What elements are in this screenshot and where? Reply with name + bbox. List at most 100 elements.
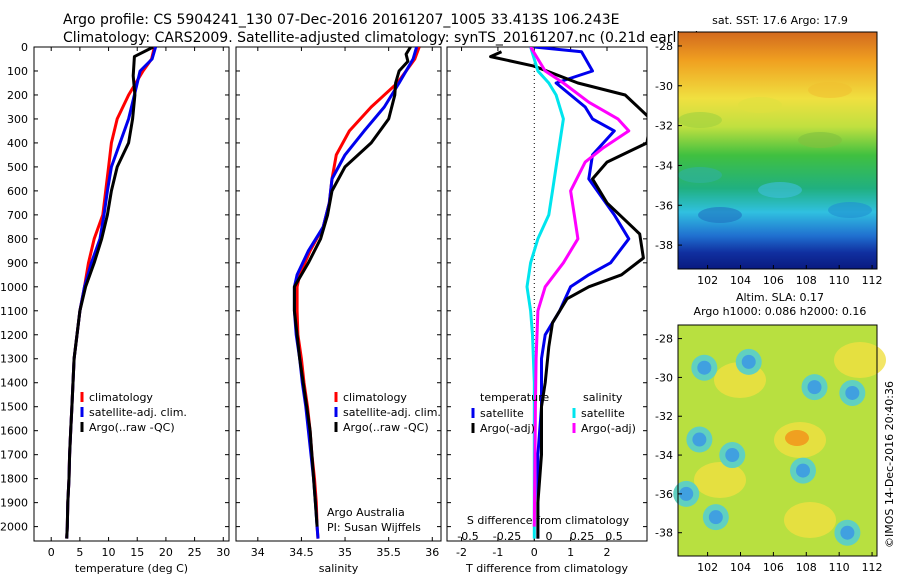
- legend-title-temperature: temperature: [480, 391, 549, 404]
- map-y-tick-label: -28: [655, 40, 673, 53]
- depth-tick-label: 100: [7, 65, 28, 78]
- profile-line: [529, 47, 631, 527]
- x-tick-label: 20: [159, 546, 173, 559]
- sla-high: [784, 502, 836, 538]
- sst-patch: [808, 82, 852, 98]
- map-x-tick-label: 106: [763, 561, 784, 574]
- depth-tick-label: 1900: [0, 497, 28, 510]
- salinity-note: PI: Susan Wijffels: [327, 521, 421, 534]
- x-tick-label: 35.5: [376, 546, 401, 559]
- x-tick-label: 34: [251, 546, 265, 559]
- depth-tick-label: 1000: [0, 281, 28, 294]
- series-group: [489, 47, 647, 541]
- map-x-tick-label: 104: [730, 561, 751, 574]
- x-axis-label: salinity: [319, 562, 359, 575]
- profile-line: [292, 47, 412, 527]
- map-y-tick-label: -38: [655, 527, 673, 540]
- x-tick-label: 34.5: [289, 546, 314, 559]
- x-tick-label: 5: [76, 546, 83, 559]
- salinity-note: Argo Australia: [327, 506, 405, 519]
- legend-label: satellite-adj. clim.: [343, 406, 441, 419]
- sst-map: [678, 32, 877, 269]
- profile-line: [295, 47, 421, 539]
- x-tick-label: 0: [48, 546, 55, 559]
- difference-panel: [446, 46, 648, 542]
- sla-high: [694, 462, 746, 498]
- legend-label: Argo(-adj): [581, 422, 636, 435]
- series-group: [65, 47, 158, 539]
- depth-tick-label: 1600: [0, 425, 28, 438]
- map-x-tick-label: 108: [796, 274, 817, 287]
- map-x-tick-label: 110: [829, 274, 850, 287]
- depth-tick-label: 500: [7, 161, 28, 174]
- depth-tick-label: 800: [7, 233, 28, 246]
- sla-low: [679, 486, 694, 501]
- map-x-tick-label: 106: [763, 274, 784, 287]
- profile-line: [65, 47, 156, 539]
- map-x-tick-label: 102: [697, 561, 718, 574]
- sst-title: sat. SST: 17.6 Argo: 17.9: [712, 14, 848, 27]
- map-y-tick-label: -34: [655, 449, 673, 462]
- profile-line: [489, 50, 647, 539]
- x-tick-label: 30: [216, 546, 230, 559]
- map-x-tick-label: 102: [697, 274, 718, 287]
- depth-tick-label: 700: [7, 209, 28, 222]
- sla-low: [692, 432, 707, 447]
- depth-tick-label: 300: [7, 113, 28, 126]
- sla-low: [845, 385, 860, 400]
- climatology-title: Climatology: CARS2009. Satellite-adjuste…: [63, 30, 701, 46]
- s-diff-tick-label: -0.5: [457, 530, 478, 543]
- depth-tick-label: 1400: [0, 377, 28, 390]
- s-diff-tick-label: 0.25: [570, 530, 595, 543]
- sla-low: [840, 525, 855, 540]
- map-frame: [677, 31, 878, 270]
- depth-tick-label: 1200: [0, 329, 28, 342]
- x-tick-label: 25: [188, 546, 202, 559]
- map-x-tick-label: 108: [796, 561, 817, 574]
- x-tick-label: 36: [425, 546, 439, 559]
- map-x-tick-label: 112: [862, 274, 883, 287]
- depth-tick-label: 1500: [0, 401, 28, 414]
- x-tick-label: 1: [567, 546, 574, 559]
- depth-tick-label: 1100: [0, 305, 28, 318]
- profile-line: [65, 47, 158, 539]
- profile-line: [525, 47, 565, 539]
- legend-label: climatology: [343, 391, 407, 404]
- x-tick-label: 15: [130, 546, 144, 559]
- sst-patch: [678, 167, 722, 183]
- map-y-tick-label: -32: [655, 410, 673, 423]
- sla-low: [741, 354, 756, 369]
- series-group: [292, 47, 421, 539]
- legend-title-salinity: salinity: [583, 391, 623, 404]
- imos-credit: ©IMOS 14-Dec-2016 20:40:36: [883, 381, 896, 548]
- depth-tick-label: 200: [7, 89, 28, 102]
- map-x-tick-label: 104: [730, 274, 751, 287]
- x-axis-label: T difference from climatology: [465, 562, 628, 575]
- depth-tick-label: 0: [21, 41, 28, 54]
- map-x-tick-label: 110: [829, 561, 850, 574]
- x-tick-label: 35: [338, 546, 352, 559]
- s-diff-tick-label: -0.25: [493, 530, 521, 543]
- temperature-panel: [33, 46, 230, 542]
- map-y-tick-label: -34: [655, 159, 673, 172]
- depth-tick-label: 1300: [0, 353, 28, 366]
- map-x-tick-label: 112: [862, 561, 883, 574]
- map-frame: [677, 324, 878, 557]
- sst-patch: [758, 182, 802, 198]
- sla-low: [697, 360, 712, 375]
- depth-tick-label: 1800: [0, 473, 28, 486]
- profile-title: Argo profile: CS 5904241_130 07-Dec-2016…: [63, 12, 620, 28]
- sla-title-line1: Altim. SLA: 0.17: [736, 291, 824, 304]
- depth-tick-label: 900: [7, 257, 28, 270]
- sla-high: [834, 342, 886, 378]
- sst-patch: [798, 132, 842, 148]
- depth-tick-label: 600: [7, 185, 28, 198]
- legend-label: satellite: [581, 407, 625, 420]
- map-y-tick-label: -30: [655, 80, 673, 93]
- legend-label: Argo(..raw -QC): [89, 421, 175, 434]
- s-diff-tick-label: 0: [546, 530, 553, 543]
- sst-patch: [698, 207, 742, 223]
- map-y-tick-label: -28: [655, 333, 673, 346]
- map-y-tick-label: -32: [655, 120, 673, 133]
